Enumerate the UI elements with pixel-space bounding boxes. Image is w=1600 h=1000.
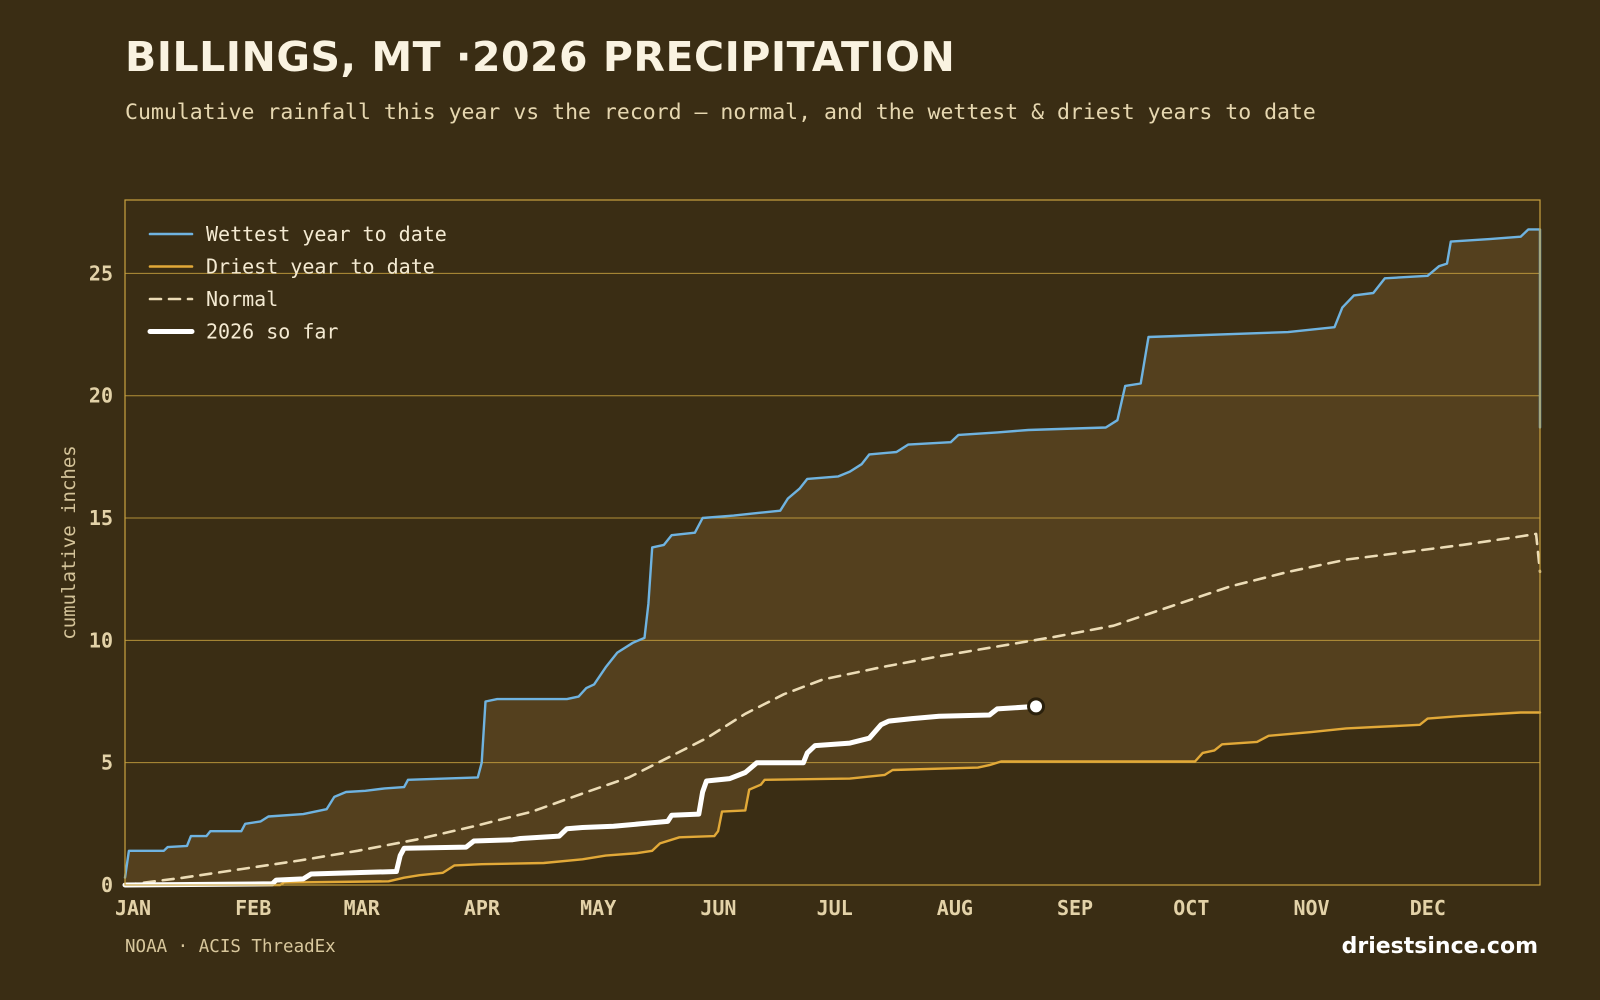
x-tick-label: MAY — [580, 896, 616, 920]
x-tick-label: DEC — [1410, 896, 1446, 920]
legend: Wettest year to date Driest year to date N… — [147, 222, 447, 344]
x-tick-label: JAN — [115, 896, 151, 920]
chart-subtitle: Cumulative rainfall this year vs the rec… — [125, 100, 1316, 125]
current-year-end-marker — [1027, 697, 1046, 716]
x-tick-label: FEB — [235, 896, 271, 920]
y-tick-label: 0 — [101, 873, 113, 897]
y-axis-label: cumulative inches — [58, 445, 80, 639]
brand-link[interactable]: driestsince.com — [1341, 934, 1538, 959]
legend-label: Wettest year to date — [206, 222, 447, 246]
y-tick-label: 20 — [89, 384, 113, 408]
source-note: NOAA · ACIS ThreadEx — [125, 937, 336, 957]
driest-line — [123, 711, 1542, 887]
x-tick-label: JUN — [700, 896, 736, 920]
x-tick-label: MAR — [344, 896, 381, 920]
y-tick-label: 10 — [89, 628, 113, 652]
x-tick-label: JUL — [817, 896, 853, 920]
x-tick-label: OCT — [1173, 896, 1209, 920]
x-tick-label: APR — [464, 896, 501, 920]
y-tick-label: 5 — [101, 751, 113, 775]
legend-label: Normal — [206, 287, 278, 311]
normal-line — [123, 532, 1542, 887]
wet-dry-range-band — [125, 229, 1540, 885]
y-tick-label: 25 — [89, 261, 113, 285]
legend-label: 2026 so far — [206, 320, 338, 344]
x-tick-label: AUG — [937, 896, 973, 920]
chart-title: BILLINGS, MT ·2026 PRECIPITATION — [125, 33, 956, 81]
wettest-line — [123, 228, 1542, 879]
legend-label: Driest year to date — [206, 255, 435, 279]
current-year-line — [122, 703, 1039, 888]
plot-frame — [124, 199, 1541, 886]
x-tick-label: SEP — [1057, 896, 1093, 920]
x-tick-label: NOV — [1293, 896, 1329, 920]
y-tick-label: 15 — [89, 506, 113, 530]
